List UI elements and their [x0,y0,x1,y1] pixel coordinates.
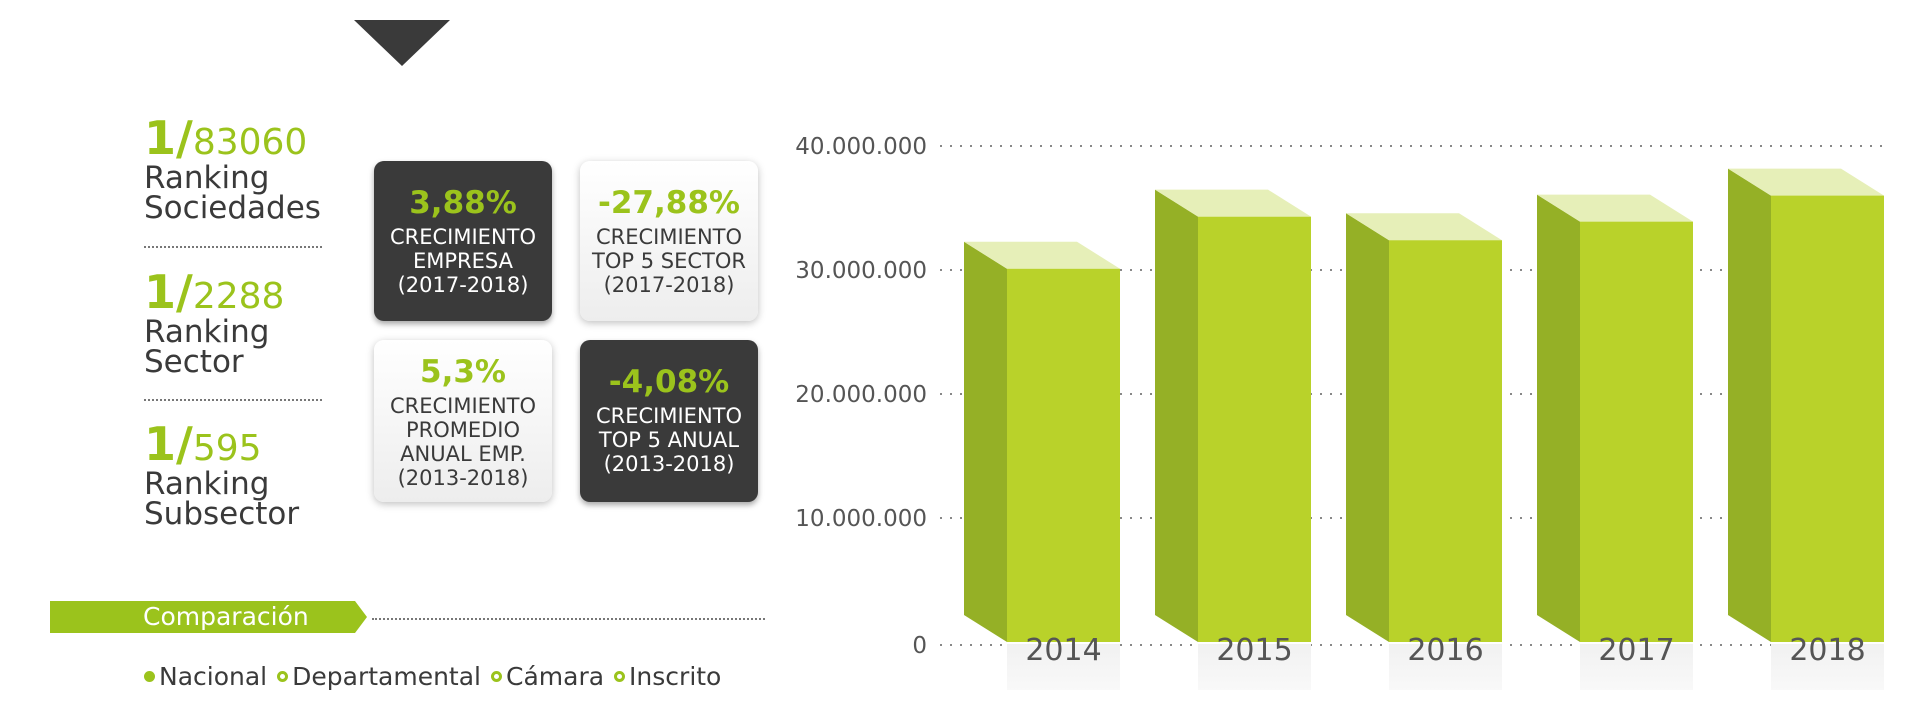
card-value: 3,88% [409,185,517,221]
ranking-value: 1/595 [144,417,262,471]
ring-circle-icon [614,671,626,682]
bar-side [1728,168,1771,642]
divider [144,246,322,248]
legend-item-camara[interactable]: Cámara [491,662,604,691]
ring-circle-icon [277,671,289,682]
ranking-value: 1/2288 [144,265,285,319]
x-tick-label: 2015 [1216,633,1292,668]
x-tick-label: 2018 [1789,633,1865,668]
bar-top [964,241,1120,269]
card-value: -4,08% [608,364,730,400]
card-line: PROMEDIO [405,418,521,442]
card-line: (2013-2018) [397,466,529,490]
legend-label: Inscrito [629,662,722,691]
bar [1389,240,1502,643]
ranking-label: Ranking Sociedades [144,160,321,226]
bar-reflection [1771,644,1884,690]
card-line: CRECIMIENTO [595,404,743,428]
card-crecimiento-top5-sector: -27,88% CRECIMIENTO TOP 5 SECTOR (2017-2… [580,161,758,321]
card-line: TOP 5 SECTOR [592,249,746,273]
y-tick-label: 10.000.000 [795,506,927,532]
card-line: ANUAL EMP. [400,442,526,466]
y-tick-label: 40.000.000 [795,134,927,160]
y-tick-label: 20.000.000 [795,382,927,408]
card-line: CRECIMIENTO [389,225,537,249]
bar-reflection [1198,644,1311,690]
legend-label: Departamental [292,662,481,691]
ranking-label: Ranking Subsector [144,466,300,532]
bar [1007,268,1120,642]
filled-circle-icon [144,671,155,682]
x-tick-label: 2017 [1598,633,1674,668]
card-crecimiento-empresa: 3,88% CRECIMIENTO EMPRESA (2017-2018) [374,161,552,321]
bar-reflection [1389,644,1502,690]
bar-side [1346,213,1389,642]
legend-item-nacional[interactable]: Nacional [144,662,267,691]
card-line: (2017-2018) [397,273,529,297]
card-line: CRECIMIENTO [595,225,743,249]
bar-top [1537,194,1693,222]
bar-side [1537,194,1580,642]
bar [1580,221,1693,642]
card-line: TOP 5 ANUAL [598,428,740,452]
bar [1771,195,1884,642]
bar-top [1728,168,1884,196]
card-line: CRECIMIENTO [389,394,537,418]
ranking-value: 1/83060 [144,111,308,165]
divider [144,399,322,401]
card-line: (2017-2018) [603,273,735,297]
x-tick-label: 2016 [1407,633,1483,668]
bar-side [964,241,1007,642]
y-tick-label: 30.000.000 [795,258,927,284]
comparison-label: Comparación [143,602,309,631]
comparison-banner-tip [355,601,367,633]
card-line: EMPRESA [413,249,513,273]
bar-top [1155,189,1311,217]
comparison-banner [50,601,355,633]
card-crecimiento-top5-anual: -4,08% CRECIMIENTO TOP 5 ANUAL (2013-201… [580,340,758,502]
bar-top [1346,213,1502,241]
y-tick-label: 0 [912,633,927,659]
legend-label: Cámara [506,662,605,691]
card-value: 5,3% [420,354,506,390]
comparison-legend: Nacional Departamental Cámara Inscrito [144,662,721,691]
divider [372,618,765,620]
x-tick-label: 2014 [1025,633,1101,668]
ranking-sector: 1/2288 Ranking Sector [144,265,344,380]
card-crecimiento-promedio-anual: 5,3% CRECIMIENTO PROMEDIO ANUAL EMP. (20… [374,340,552,502]
bar-reflection [1580,644,1693,690]
legend-label: Nacional [159,662,268,691]
ranking-label: Ranking Sector [144,314,270,380]
bar-chart: 0 10.000.000 20.000.000 30.000.000 40.000.00… [795,134,1890,690]
ranking-subsector: 1/595 Ranking Subsector [144,417,344,532]
bar-reflection [1007,644,1120,690]
card-value: -27,88% [598,185,740,221]
bar-side [1155,189,1198,642]
down-arrow-icon [354,20,450,66]
bar [1198,216,1311,642]
legend-item-departamental[interactable]: Departamental [277,662,481,691]
ring-circle-icon [491,671,502,682]
legend-item-inscrito[interactable]: Inscrito [614,662,721,691]
card-line: (2013-2018) [603,452,735,476]
ranking-sociedades: 1/83060 Ranking Sociedades [144,111,344,226]
